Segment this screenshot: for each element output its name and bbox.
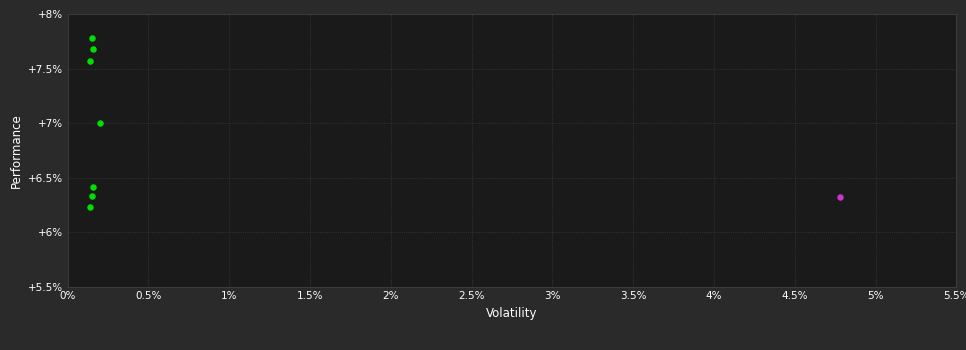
Point bbox=[82, 58, 98, 64]
Y-axis label: Performance: Performance bbox=[10, 113, 23, 188]
Point bbox=[92, 120, 107, 126]
X-axis label: Volatility: Volatility bbox=[486, 307, 538, 320]
Point bbox=[84, 194, 99, 199]
Point bbox=[82, 204, 98, 210]
Point bbox=[86, 184, 101, 189]
Point bbox=[86, 46, 101, 52]
Point bbox=[833, 195, 848, 200]
Point bbox=[84, 35, 99, 41]
